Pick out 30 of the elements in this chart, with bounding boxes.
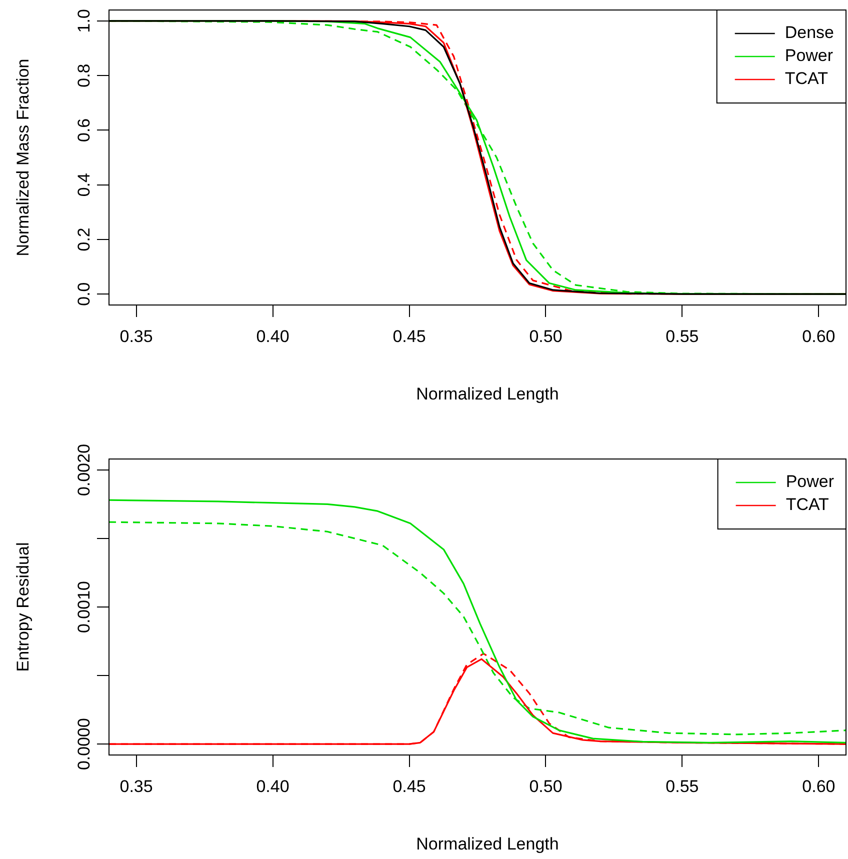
x-tick-label: 0.40 bbox=[256, 776, 290, 796]
x-tick-label: 0.35 bbox=[120, 326, 153, 346]
x-tick-label: 0.40 bbox=[256, 326, 290, 346]
x-tick-label: 0.50 bbox=[529, 776, 562, 796]
y-tick-label: 0.4 bbox=[74, 172, 94, 197]
y-tick-label: 0.0010 bbox=[74, 581, 94, 633]
x-axis-title: Normalized Length bbox=[416, 834, 559, 854]
x-tick-label: 0.50 bbox=[529, 326, 562, 346]
y-tick-label: 0.6 bbox=[74, 118, 94, 142]
legend-label: Power bbox=[786, 472, 834, 492]
y-tick-label: 1.0 bbox=[74, 9, 94, 33]
x-tick-label: 0.55 bbox=[666, 776, 699, 796]
x-axis-title: Normalized Length bbox=[416, 384, 559, 404]
y-axis-title: Entropy Residual bbox=[14, 542, 33, 672]
y-tick-label: 0.0020 bbox=[74, 444, 94, 496]
y-tick-label: 0.2 bbox=[74, 228, 94, 252]
x-tick-label: 0.45 bbox=[392, 326, 426, 346]
legend-label: TCAT bbox=[784, 69, 828, 88]
legend-label: Dense bbox=[784, 23, 834, 42]
legend-label: TCAT bbox=[786, 495, 829, 514]
x-tick-label: 0.60 bbox=[802, 776, 836, 796]
x-tick-label: 0.35 bbox=[120, 776, 153, 796]
legend-label: Power bbox=[784, 46, 834, 66]
y-axis-title: Normalized Mass Fraction bbox=[14, 58, 33, 256]
x-tick-label: 0.45 bbox=[392, 776, 426, 796]
y-tick-label: 0.8 bbox=[74, 64, 94, 88]
x-tick-label: 0.55 bbox=[666, 326, 699, 346]
y-tick-label: 0.0000 bbox=[74, 718, 94, 770]
x-tick-label: 0.60 bbox=[802, 326, 836, 346]
y-tick-label: 0.0 bbox=[74, 282, 94, 306]
